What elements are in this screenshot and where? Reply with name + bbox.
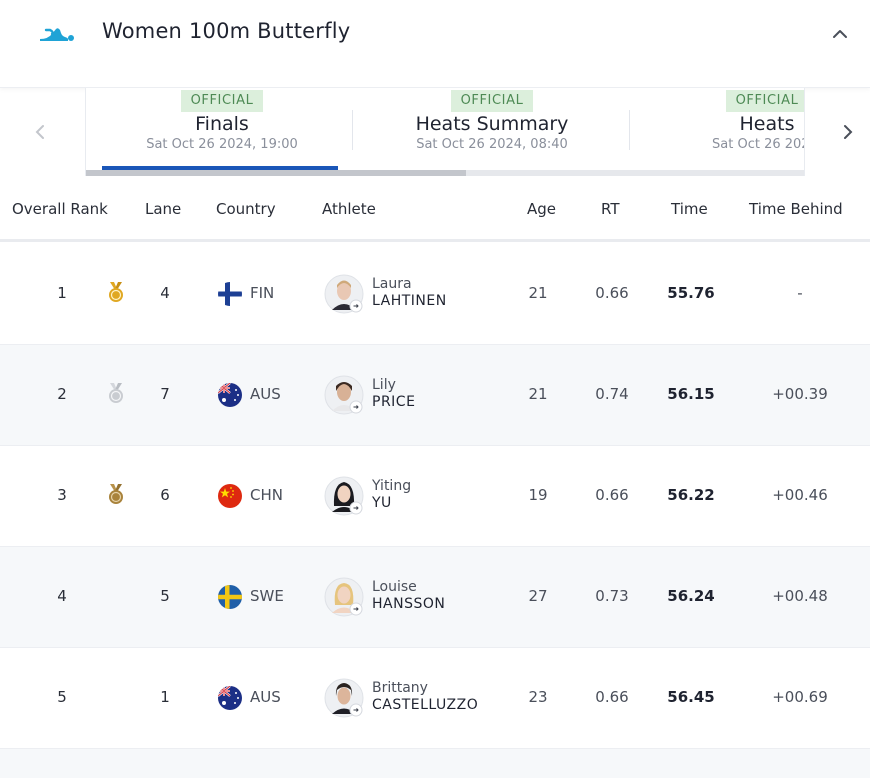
col-rt[interactable]: RT	[601, 200, 620, 218]
age: 27	[528, 587, 548, 605]
age: 21	[528, 385, 548, 403]
lane: 1	[160, 688, 170, 706]
tab-date: Sat Oct 26 2024, 08:40	[416, 137, 568, 152]
athlete-first-name: Louise	[372, 579, 417, 595]
round-tabs: OFFICIAL Finals Sat Oct 26 2024, 19:00 O…	[0, 88, 870, 178]
age: 19	[528, 486, 548, 504]
table-row[interactable]: 5 1 AUS Brittany CASTELLUZZO 23 0.66 56.…	[0, 648, 870, 749]
tabs-scrollbar[interactable]	[86, 170, 804, 176]
time-behind: -	[797, 284, 803, 302]
athlete-avatar[interactable]	[324, 577, 364, 617]
reaction-time: 0.73	[595, 587, 629, 605]
reaction-time: 0.66	[595, 486, 629, 504]
reaction-time: 0.66	[595, 688, 629, 706]
athlete-last-name: HANSSON	[372, 596, 446, 612]
tabs-scroller[interactable]: OFFICIAL Finals Sat Oct 26 2024, 19:00 O…	[85, 88, 805, 176]
rank: 1	[57, 284, 67, 302]
tab-divider	[629, 110, 630, 150]
bronze-medal-icon	[109, 484, 123, 504]
results-table-header: Overall Rank Lane Country Athlete Age RT…	[0, 178, 870, 242]
time: 56.22	[667, 486, 715, 504]
country-code: CHN	[250, 486, 283, 504]
chevron-right-icon[interactable]	[836, 118, 860, 146]
age: 21	[528, 284, 548, 302]
age: 23	[528, 688, 548, 706]
athlete-first-name: Lily	[372, 377, 396, 393]
lane: 6	[160, 486, 170, 504]
time-behind: +00.69	[772, 688, 828, 706]
tab-date: Sat Oct 26 2024,	[712, 137, 804, 152]
official-badge: OFFICIAL	[450, 90, 534, 112]
reaction-time: 0.66	[595, 284, 629, 302]
athlete-avatar[interactable]	[324, 375, 364, 415]
time-behind: +00.39	[772, 385, 828, 403]
flag-fin-icon	[218, 282, 242, 306]
table-row[interactable]: 1 4 FIN Laura LAHTINEN 21 0.66 55.76 -	[0, 244, 870, 345]
time-behind: +00.46	[772, 486, 828, 504]
country-code: AUS	[250, 385, 281, 403]
flag-swe-icon	[218, 585, 242, 609]
rank: 2	[57, 385, 67, 403]
country-code: FIN	[250, 284, 275, 302]
time: 56.15	[667, 385, 715, 403]
chevron-up-icon[interactable]	[828, 22, 852, 46]
col-lane[interactable]: Lane	[145, 200, 182, 218]
rank: 4	[57, 587, 67, 605]
athlete-last-name: CASTELLUZZO	[372, 697, 479, 713]
swimmer-icon	[40, 28, 74, 41]
lane: 7	[160, 385, 170, 403]
time: 55.76	[667, 284, 715, 302]
rank: 3	[57, 486, 67, 504]
tab-date: Sat Oct 26 2024, 19:00	[146, 137, 298, 152]
event-title: Women 100m Butterfly	[102, 19, 351, 43]
gold-medal-icon	[109, 282, 123, 302]
tab-heats[interactable]: OFFICIAL Heats Sat Oct 26 2024,	[631, 88, 804, 166]
time-behind: +00.48	[772, 587, 828, 605]
official-badge: OFFICIAL	[180, 90, 264, 112]
tab-heats-summary[interactable]: OFFICIAL Heats Summary Sat Oct 26 2024, …	[356, 88, 628, 166]
table-row[interactable]	[0, 749, 870, 778]
reaction-time: 0.74	[595, 385, 629, 403]
athlete-avatar[interactable]	[324, 274, 364, 314]
table-row[interactable]: 2 7 AUS Lily PRICE 21 0.74 56.15 +00.39	[0, 345, 870, 446]
chevron-left-icon[interactable]	[28, 118, 52, 146]
tab-label: Heats Summary	[415, 113, 569, 135]
rank: 5	[57, 688, 67, 706]
athlete-avatar[interactable]	[324, 678, 364, 718]
athlete-first-name: Laura	[372, 276, 412, 292]
active-tab-indicator	[102, 166, 338, 170]
col-time-behind[interactable]: Time Behind	[749, 200, 843, 218]
col-overall-rank[interactable]: Overall Rank	[12, 200, 108, 218]
athlete-last-name: LAHTINEN	[372, 293, 447, 309]
tab-label: Heats	[739, 113, 795, 135]
time: 56.24	[667, 587, 715, 605]
flag-aus-icon	[218, 686, 242, 710]
silver-medal-icon	[109, 383, 123, 403]
col-athlete[interactable]: Athlete	[322, 200, 376, 218]
country-code: SWE	[250, 587, 284, 605]
table-row[interactable]: 4 5 SWE Louise HANSSON 27 0.73 56.24 +00…	[0, 547, 870, 648]
flag-chn-icon	[218, 484, 242, 508]
table-row[interactable]: 3 6 CHN Yiting YU 19 0.66 56.22 +00.46	[0, 446, 870, 547]
official-badge: OFFICIAL	[725, 90, 804, 112]
scrollbar-thumb[interactable]	[86, 170, 466, 176]
event-header: Women 100m Butterfly	[0, 0, 870, 88]
country-code: AUS	[250, 688, 281, 706]
col-country[interactable]: Country	[216, 200, 276, 218]
athlete-last-name: PRICE	[372, 394, 416, 410]
lane: 5	[160, 587, 170, 605]
tab-label: Finals	[195, 113, 249, 135]
flag-aus-icon	[218, 383, 242, 407]
col-age[interactable]: Age	[527, 200, 557, 218]
lane: 4	[160, 284, 170, 302]
time: 56.45	[667, 688, 715, 706]
athlete-avatar[interactable]	[324, 476, 364, 516]
athlete-first-name: Yiting	[372, 478, 412, 494]
col-time[interactable]: Time	[671, 200, 708, 218]
tab-finals[interactable]: OFFICIAL Finals Sat Oct 26 2024, 19:00	[86, 88, 358, 166]
athlete-first-name: Brittany	[372, 680, 428, 696]
tab-divider	[352, 110, 353, 150]
athlete-last-name: YU	[372, 495, 392, 511]
